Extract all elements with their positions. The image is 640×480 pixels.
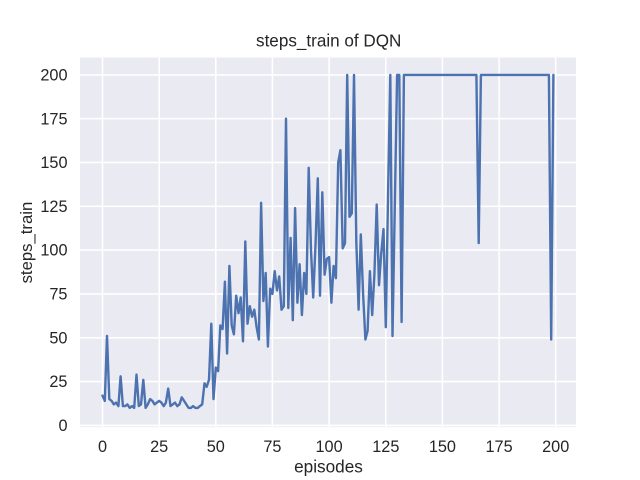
svg-text:150: 150 xyxy=(40,154,67,172)
svg-text:25: 25 xyxy=(49,373,67,391)
svg-text:steps_train of DQN: steps_train of DQN xyxy=(256,32,401,51)
svg-text:150: 150 xyxy=(429,438,456,456)
svg-text:100: 100 xyxy=(40,242,67,260)
svg-text:50: 50 xyxy=(207,438,225,456)
svg-text:steps_train: steps_train xyxy=(17,202,36,284)
svg-text:125: 125 xyxy=(40,198,67,216)
svg-text:175: 175 xyxy=(40,110,67,128)
svg-text:25: 25 xyxy=(150,438,168,456)
svg-text:episodes: episodes xyxy=(294,456,363,476)
svg-text:0: 0 xyxy=(58,417,67,435)
svg-text:125: 125 xyxy=(372,438,399,456)
svg-text:200: 200 xyxy=(40,67,67,85)
svg-text:50: 50 xyxy=(49,329,67,347)
svg-text:75: 75 xyxy=(49,286,67,304)
svg-text:175: 175 xyxy=(486,438,513,456)
svg-text:200: 200 xyxy=(542,438,569,456)
svg-text:100: 100 xyxy=(316,438,343,456)
svg-text:0: 0 xyxy=(98,438,107,456)
svg-text:75: 75 xyxy=(263,438,281,456)
